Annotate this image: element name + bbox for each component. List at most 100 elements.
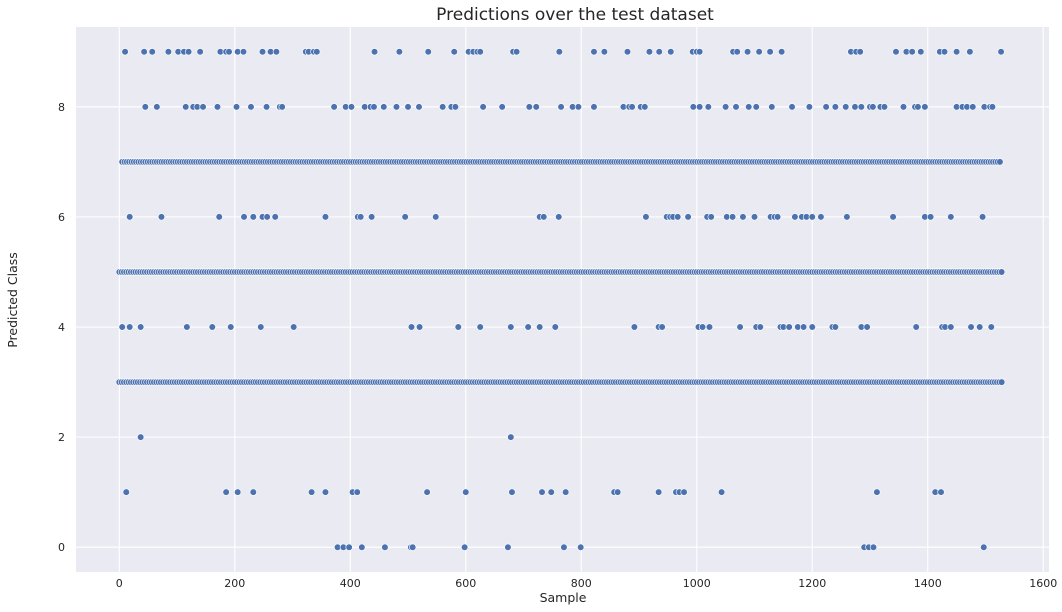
data-point [788, 103, 796, 111]
data-point [395, 48, 403, 56]
data-point [524, 323, 532, 331]
data-point [409, 543, 417, 551]
data-point [630, 323, 638, 331]
data-point [263, 213, 271, 221]
x-tick-label: 1000 [683, 577, 711, 590]
data-point [461, 543, 469, 551]
data-point [756, 323, 764, 331]
data-point [249, 488, 257, 496]
data-point [358, 543, 366, 551]
data-point [641, 103, 649, 111]
x-tick-label: 1400 [914, 577, 942, 590]
data-point [225, 48, 233, 56]
data-point [247, 103, 255, 111]
data-point [614, 488, 622, 496]
data-point [908, 48, 916, 56]
data-point [479, 103, 487, 111]
data-point [368, 213, 376, 221]
data-point [137, 323, 145, 331]
data-point [540, 213, 548, 221]
data-point [536, 323, 544, 331]
data-point [987, 323, 995, 331]
data-point [912, 323, 920, 331]
data-point [141, 103, 149, 111]
data-point [773, 213, 782, 221]
data-point [799, 323, 808, 331]
data-point [504, 543, 512, 551]
data-point [822, 103, 830, 111]
data-point [415, 103, 423, 111]
data-point [937, 488, 945, 496]
data-point [560, 543, 568, 551]
data-point [590, 103, 598, 111]
data-point [976, 323, 984, 331]
data-point [562, 488, 570, 496]
data-point [199, 103, 207, 111]
data-point [645, 48, 654, 56]
data-point [696, 103, 704, 111]
data-point [157, 213, 166, 221]
data-point [370, 48, 379, 56]
data-point [407, 323, 416, 331]
data-point [914, 103, 922, 111]
chart-title: Predictions over the test dataset [436, 5, 714, 25]
data-point [215, 213, 223, 221]
data-point [766, 48, 774, 56]
y-tick-label: 4 [58, 321, 65, 334]
data-point [240, 213, 248, 221]
data-point [927, 213, 935, 221]
data-point [415, 323, 424, 331]
x-tick-label: 0 [116, 577, 123, 590]
data-point [321, 488, 330, 496]
data-point [733, 48, 741, 56]
data-point [555, 213, 563, 221]
data-point [658, 323, 666, 331]
data-point [577, 543, 585, 551]
data-point [182, 103, 190, 111]
data-point [732, 103, 740, 111]
data-point [808, 213, 816, 221]
data-point [755, 48, 763, 56]
data-point [997, 48, 1005, 56]
data-point [451, 103, 459, 111]
data-point [739, 213, 747, 221]
data-point [842, 103, 850, 111]
data-point [262, 103, 271, 111]
data-point [863, 323, 871, 331]
data-point [272, 48, 280, 56]
data-point [330, 103, 338, 111]
y-tick-label: 2 [58, 431, 65, 444]
data-point [232, 103, 241, 111]
data-point [432, 213, 440, 221]
x-axis-ticks: 0 200 400 600 800 1000 1200 1400 1600 [116, 577, 1057, 590]
data-point [308, 488, 316, 496]
data-point [347, 103, 356, 111]
y-tick-label: 0 [58, 541, 65, 554]
data-point [969, 103, 977, 111]
data-point [557, 103, 565, 111]
data-point [118, 323, 126, 331]
data-point [684, 213, 692, 221]
data-point [590, 48, 598, 56]
data-point [696, 48, 704, 56]
data-point [450, 48, 458, 56]
data-point [967, 323, 975, 331]
data-point [728, 213, 737, 221]
data-point [791, 213, 799, 221]
data-point [439, 103, 447, 111]
data-point [655, 488, 663, 496]
data-point [353, 488, 361, 496]
data-point [185, 48, 193, 56]
data-point [856, 48, 864, 56]
data-point [996, 158, 1004, 166]
data-point [239, 48, 248, 56]
data-point [857, 103, 865, 111]
data-point [717, 488, 726, 496]
data-point [401, 213, 409, 221]
data-point [998, 268, 1006, 276]
y-axis-label: Predicted Class [5, 252, 20, 348]
y-axis-ticks: 0 2 4 6 8 [58, 101, 65, 554]
data-point [998, 378, 1006, 386]
data-point [768, 103, 776, 111]
